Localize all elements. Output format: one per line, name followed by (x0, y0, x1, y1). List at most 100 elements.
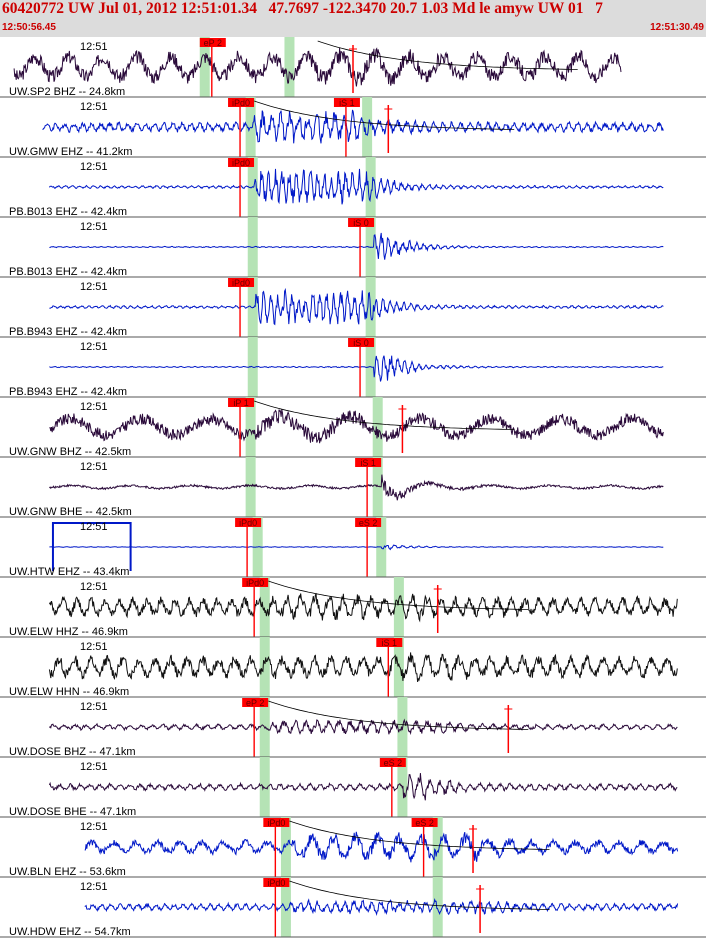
waveform (49, 409, 664, 444)
station-label: UW.HDW EHZ -- 54.7km (9, 926, 131, 938)
phase-pick-label: eP 2 (204, 38, 222, 48)
phase-pick-flag (411, 818, 438, 827)
waveform (48, 652, 678, 683)
seismogram-panel: eP 2 12:51 UW.SP2 BHZ -- 24.8km iPd0 iS 1 12:… (0, 37, 706, 938)
analysis-window (393, 577, 404, 637)
analysis-window (432, 817, 443, 877)
waveform (84, 831, 679, 863)
phase-pick-label: iPd0 (239, 518, 257, 528)
phase-pick-label: iS 1 (360, 458, 376, 468)
station-label: UW.DOSE BHZ -- 47.1km (9, 746, 136, 758)
window-end-time: 12:51:30.49 (650, 22, 704, 33)
waveform (48, 168, 664, 205)
phase-pick-flag (379, 758, 406, 767)
waveform (49, 355, 664, 382)
phase-pick-flag (228, 98, 255, 107)
analysis-window (199, 37, 210, 97)
waveform (49, 232, 664, 260)
trace-panel: eP 2 12:51 UW.SP2 BHZ -- 24.8km (0, 37, 706, 98)
trace-panel: iPd0 12:51 UW.HDW EHZ -- 54.7km (0, 877, 706, 938)
phase-pick-label: eP 2 (246, 698, 264, 708)
phase-pick-flag (199, 38, 226, 47)
trace-panel: iPd0 12:51 UW.ELW HHZ -- 46.9km (0, 577, 706, 638)
time-tick-label: 12:51 (80, 821, 108, 833)
trace-panel: iP 1 12:51 UW.GNW BHZ -- 42.5km (0, 397, 706, 458)
station-label: PB.B943 EHZ -- 42.4km (9, 326, 127, 338)
station-label: UW.DOSE BHE -- 47.1km (9, 806, 136, 818)
phase-pick-flag (348, 338, 375, 347)
waveform (49, 544, 664, 551)
analysis-window (393, 637, 404, 697)
phase-pick-label: iPd0 (232, 98, 250, 108)
phase-pick-label: iP 1 (233, 398, 248, 408)
phase-pick-label: iPd0 (267, 818, 285, 828)
waveform (48, 773, 678, 801)
time-tick-label: 12:51 (80, 221, 108, 233)
trace-panel: iPd0 12:51 PB.B013 EHZ -- 42.4km (0, 157, 706, 218)
analysis-window (245, 457, 256, 517)
analysis-window (372, 397, 383, 457)
phase-pick-flag (235, 518, 262, 527)
event-header: 60420772 UW Jul 01, 2012 12:51:01.34 47.… (0, 0, 706, 37)
trace-panel: eP 2 12:51 UW.DOSE BHZ -- 47.1km (0, 697, 706, 758)
station-label: UW.BLN EHZ -- 53.6km (9, 866, 126, 878)
time-tick-label: 12:51 (80, 881, 108, 893)
event-title: 60420772 UW Jul 01, 2012 12:51:01.34 47.… (2, 0, 603, 17)
trace-panel: iPd0 iS 1 12:51 UW.GMW EHZ -- 41.2km (0, 97, 706, 158)
station-label: UW.GMW EHZ -- 41.2km (9, 146, 132, 158)
phase-pick-flag (263, 818, 290, 827)
phase-pick-flag (242, 698, 269, 707)
phase-pick-label: iPd0 (232, 278, 250, 288)
trace-panel: iS 1 12:51 UW.GNW BHE -- 42.5km (0, 457, 706, 518)
phase-pick-flag (263, 878, 290, 887)
time-tick-label: 12:51 (80, 41, 108, 53)
phase-pick-flag (333, 98, 360, 107)
time-tick-label: 12:51 (80, 701, 108, 713)
trace-panel: eS 2 12:51 UW.DOSE BHE -- 47.1km (0, 757, 706, 818)
time-tick-label: 12:51 (80, 341, 108, 353)
waveform (13, 47, 622, 87)
time-tick-label: 12:51 (80, 401, 108, 413)
time-tick-label: 12:51 (80, 101, 108, 113)
coda-decay-curve (268, 580, 529, 610)
analysis-window (372, 457, 383, 517)
coda-decay-curve (289, 880, 550, 910)
phase-pick-label: iS 1 (382, 638, 398, 648)
station-label: UW.ELW HHN -- 46.9km (9, 686, 129, 698)
station-label: UW.HTW EHZ -- 43.4km (9, 566, 129, 578)
coda-decay-curve (289, 820, 550, 850)
waveform (49, 718, 678, 736)
phase-pick-flag (376, 638, 403, 647)
analysis-window (284, 37, 295, 97)
analysis-window (280, 877, 291, 937)
phase-pick-flag (355, 518, 382, 527)
waveform (42, 109, 664, 144)
coda-decay-curve (254, 100, 515, 130)
waveform (84, 897, 679, 916)
time-tick-label: 12:51 (80, 281, 108, 293)
phase-pick-flag (228, 158, 255, 167)
phase-pick-label: iPd0 (267, 878, 285, 888)
station-label: UW.SP2 BHZ -- 24.8km (9, 86, 125, 98)
waveform (48, 592, 678, 623)
analysis-window (365, 157, 376, 217)
phase-pick-label: iPd0 (246, 578, 264, 588)
trace-panel: iS 1 12:51 UW.ELW HHN -- 46.9km (0, 637, 706, 698)
trace-panel: iPd0 12:51 PB.B943 EHZ -- 42.4km (0, 277, 706, 338)
phase-pick-flag (228, 278, 255, 287)
phase-pick-label: eS 2 (384, 758, 403, 768)
waveform (49, 287, 664, 326)
analysis-window (362, 97, 373, 157)
time-tick-label: 12:51 (80, 161, 108, 173)
phase-pick-label: iPd0 (232, 158, 250, 168)
time-tick-label: 12:51 (80, 581, 108, 593)
analysis-window (259, 637, 270, 697)
trace-panel: iPd0 eS 2 12:51 UW.HTW EHZ -- 43.4km (0, 517, 706, 578)
phase-pick-label: eS 2 (359, 518, 378, 528)
phase-pick-flag (355, 458, 382, 467)
time-tick-label: 12:51 (80, 461, 108, 473)
station-label: PB.B943 EHZ -- 42.4km (9, 386, 127, 398)
phase-pick-flag (242, 578, 269, 587)
phase-pick-label: iS 1 (339, 98, 355, 108)
coda-decay-curve (254, 400, 515, 430)
